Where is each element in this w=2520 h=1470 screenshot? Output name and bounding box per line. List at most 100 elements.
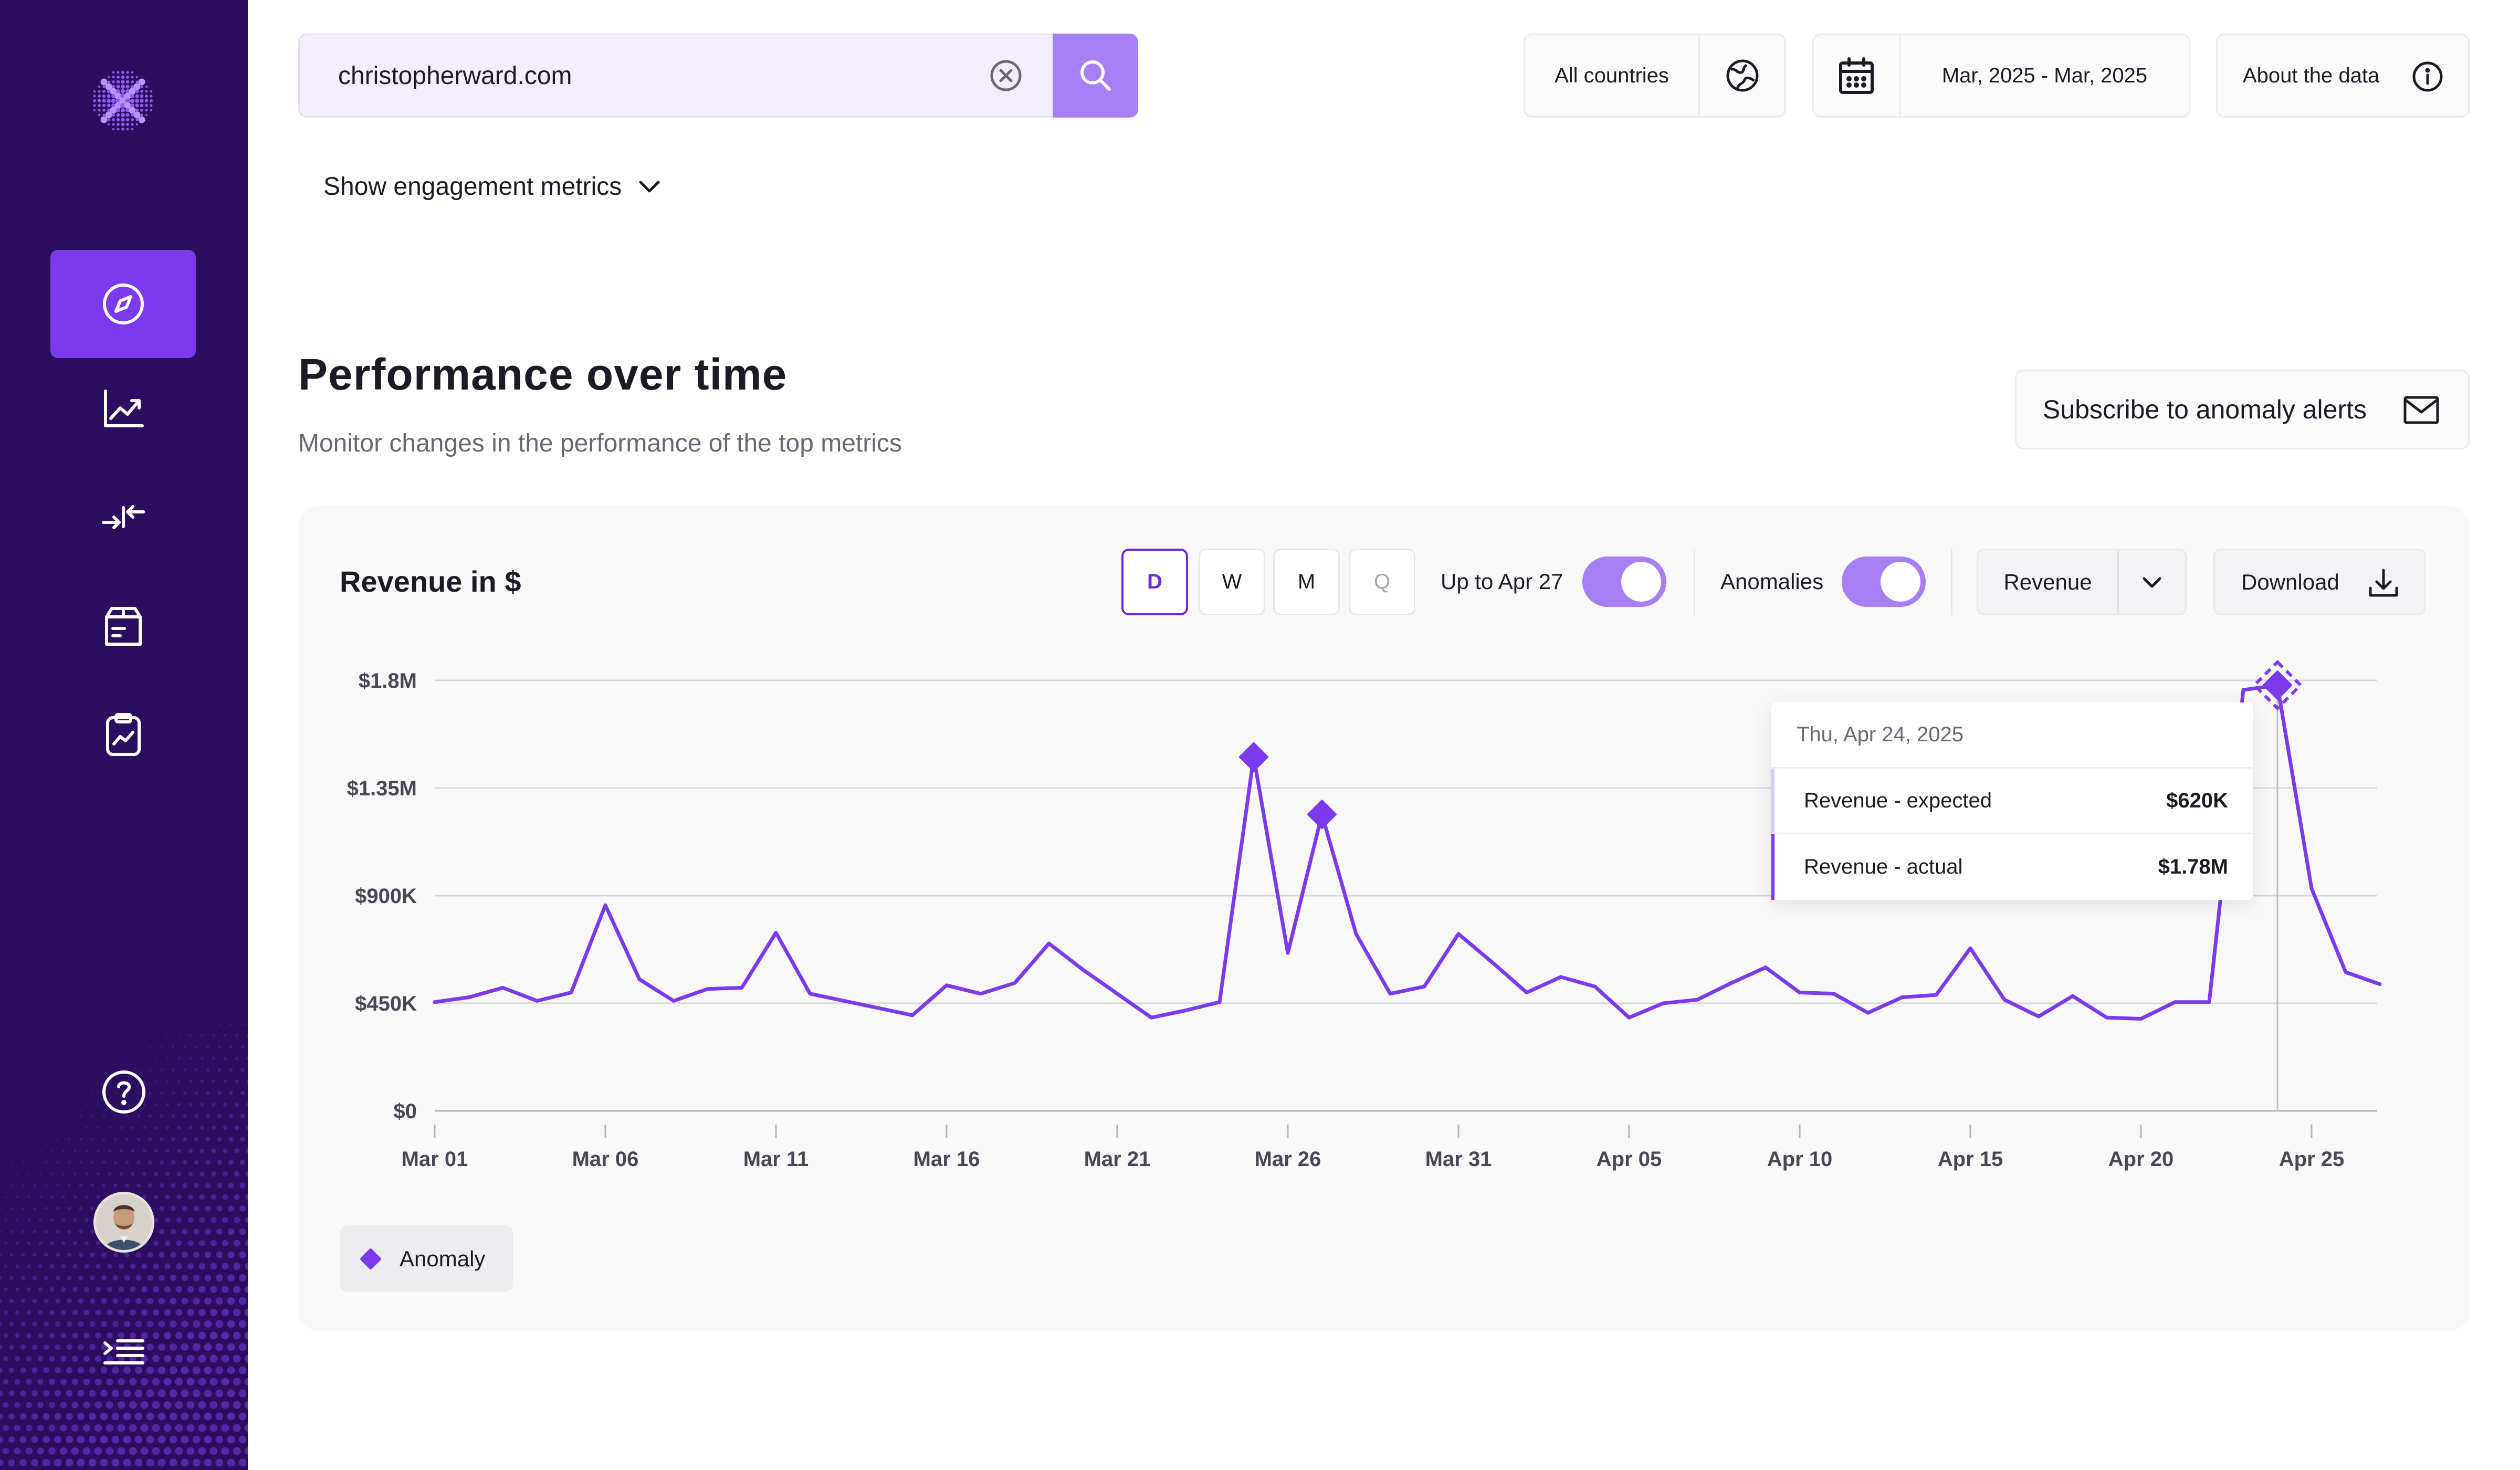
revenue-chart[interactable]: $0 $450K $900K $1.35M $1.8M Mar 01 Mar 06 Mar 1… xyxy=(298,506,2470,1331)
y-tick-label: $900K xyxy=(355,885,417,908)
menu-expand-icon xyxy=(103,1339,144,1364)
sidebar-dot-pattern xyxy=(0,1024,248,1467)
metric-select[interactable]: Revenue xyxy=(1977,549,2187,615)
calendar-icon xyxy=(1839,57,1874,94)
sidebar-item-compare[interactable] xyxy=(50,463,196,571)
granularity-label: W xyxy=(1222,570,1242,593)
country-label: All countries xyxy=(1555,64,1669,87)
toggle-knob xyxy=(1881,562,1920,602)
x-tick-label: Mar 16 xyxy=(914,1148,980,1171)
x-tick-label: Mar 06 xyxy=(572,1148,639,1171)
granularity-day-button[interactable]: D xyxy=(1121,549,1188,615)
clear-search-button[interactable] xyxy=(988,58,1024,93)
clipboard-chart-icon xyxy=(106,713,141,756)
tooltip-row-label: Revenue - actual xyxy=(1804,855,1963,878)
trend-chart-icon xyxy=(103,390,144,427)
series-marker xyxy=(1771,769,1774,833)
sidebar-item-reports[interactable] xyxy=(50,680,196,789)
help-button[interactable] xyxy=(92,1060,155,1124)
tooltip-row-value: $1.78M xyxy=(2158,855,2228,878)
about-data-label: About the data xyxy=(2243,64,2380,87)
page-subtitle: Monitor changes in the performance of th… xyxy=(298,429,902,457)
granularity-week-button[interactable]: W xyxy=(1199,549,1265,615)
up-to-toggle[interactable] xyxy=(1582,556,1666,607)
x-tick-label: Apr 25 xyxy=(2279,1148,2345,1171)
tooltip-date: Thu, Apr 24, 2025 xyxy=(1771,702,2253,769)
chevron-wrap xyxy=(2119,569,2185,595)
chart-title: Revenue in $ xyxy=(340,565,521,598)
engagement-label: Show engagement metrics xyxy=(323,173,622,201)
globe-icon-wrap xyxy=(1700,57,1784,94)
expand-sidebar-button[interactable] xyxy=(92,1321,155,1384)
x-tick-label: Apr 15 xyxy=(1938,1148,2003,1171)
up-to-label: Up to Apr 27 xyxy=(1441,569,1563,594)
x-tick-label: Apr 20 xyxy=(2108,1148,2174,1171)
logo-icon xyxy=(93,71,153,131)
anomalies-label: Anomalies xyxy=(1720,569,1824,594)
download-label: Download xyxy=(2241,569,2339,594)
sidebar-item-explore[interactable] xyxy=(50,250,196,358)
chart-tooltip: Thu, Apr 24, 2025 Revenue - expected $62… xyxy=(1771,702,2253,900)
x-tick-label: Apr 10 xyxy=(1767,1148,1833,1171)
y-tick-label: $1.8M xyxy=(359,669,417,692)
x-tick-label: Mar 31 xyxy=(1425,1148,1492,1171)
tooltip-row-actual: Revenue - actual $1.78M xyxy=(1771,834,2253,900)
tooltip-row-label: Revenue - expected xyxy=(1804,789,1992,812)
anomaly-marker xyxy=(2252,659,2303,711)
date-range-label: Mar, 2025 - Mar, 2025 xyxy=(1941,64,2148,87)
y-tick-label: $450K xyxy=(355,992,417,1015)
subscribe-label: Subscribe to anomaly alerts xyxy=(2043,395,2367,424)
series-marker xyxy=(1771,834,1774,900)
anomaly-marker xyxy=(1239,742,1268,772)
download-icon xyxy=(2369,569,2398,597)
x-tick-label: Mar 21 xyxy=(1084,1148,1151,1171)
y-tick-label: $0 xyxy=(394,1100,417,1123)
x-tick-label: Mar 11 xyxy=(743,1148,809,1171)
sidebar-item-trends[interactable] xyxy=(50,355,196,463)
x-tick-label: Mar 26 xyxy=(1255,1148,1321,1171)
granularity-label: D xyxy=(1147,570,1162,593)
sidebar xyxy=(0,0,248,1470)
package-icon xyxy=(104,607,142,646)
anomaly-diamond-icon xyxy=(359,1247,382,1270)
search-value: christopherward.com xyxy=(338,61,572,90)
chevron-down-icon xyxy=(639,181,660,192)
divider xyxy=(1698,35,1700,116)
show-engagement-toggle[interactable]: Show engagement metrics xyxy=(323,172,664,201)
sidebar-item-products[interactable] xyxy=(50,572,196,680)
about-data-button[interactable]: About the data xyxy=(2216,34,2470,118)
page-title: Performance over time xyxy=(298,350,788,399)
granularity-label: M xyxy=(1297,570,1316,593)
subscribe-alerts-button[interactable]: Subscribe to anomaly alerts xyxy=(2015,370,2470,449)
legend-label: Anomaly xyxy=(400,1246,486,1271)
chevron-down-icon xyxy=(2143,577,2161,587)
granularity-quarter-button[interactable]: Q xyxy=(1349,549,1415,615)
metric-select-label: Revenue xyxy=(2003,569,2092,594)
y-tick-label: $1.35M xyxy=(347,777,417,800)
avatar[interactable] xyxy=(93,1192,154,1253)
anomalies-toggle[interactable] xyxy=(1842,556,1926,607)
chart-legend-anomaly[interactable]: Anomaly xyxy=(340,1225,513,1292)
user-avatar-icon xyxy=(96,1194,152,1250)
country-filter[interactable]: All countries xyxy=(1524,34,1786,118)
clear-icon xyxy=(990,60,1022,91)
tooltip-row-expected: Revenue - expected $620K xyxy=(1771,769,2253,834)
divider xyxy=(2117,550,2119,614)
calendar-icon-wrap xyxy=(1814,56,1899,96)
domain-search-input[interactable]: christopherward.com xyxy=(298,34,1053,118)
granularity-label: Q xyxy=(1373,570,1391,593)
help-icon xyxy=(102,1070,145,1114)
download-button[interactable]: Download xyxy=(2213,549,2426,615)
compass-icon xyxy=(102,284,144,324)
granularity-month-button[interactable]: M xyxy=(1273,549,1340,615)
anomaly-marker xyxy=(1307,800,1337,830)
compare-arrows-icon xyxy=(101,505,145,529)
tooltip-row-value: $620K xyxy=(2166,789,2228,812)
x-tick-label: Mar 01 xyxy=(402,1148,468,1171)
x-tick-label: Apr 05 xyxy=(1597,1148,1662,1171)
search-icon xyxy=(1080,60,1111,91)
mail-icon xyxy=(2403,396,2439,424)
info-icon xyxy=(2412,61,2443,92)
date-range-picker[interactable]: Mar, 2025 - Mar, 2025 xyxy=(1812,34,2190,118)
search-button[interactable] xyxy=(1053,34,1138,118)
